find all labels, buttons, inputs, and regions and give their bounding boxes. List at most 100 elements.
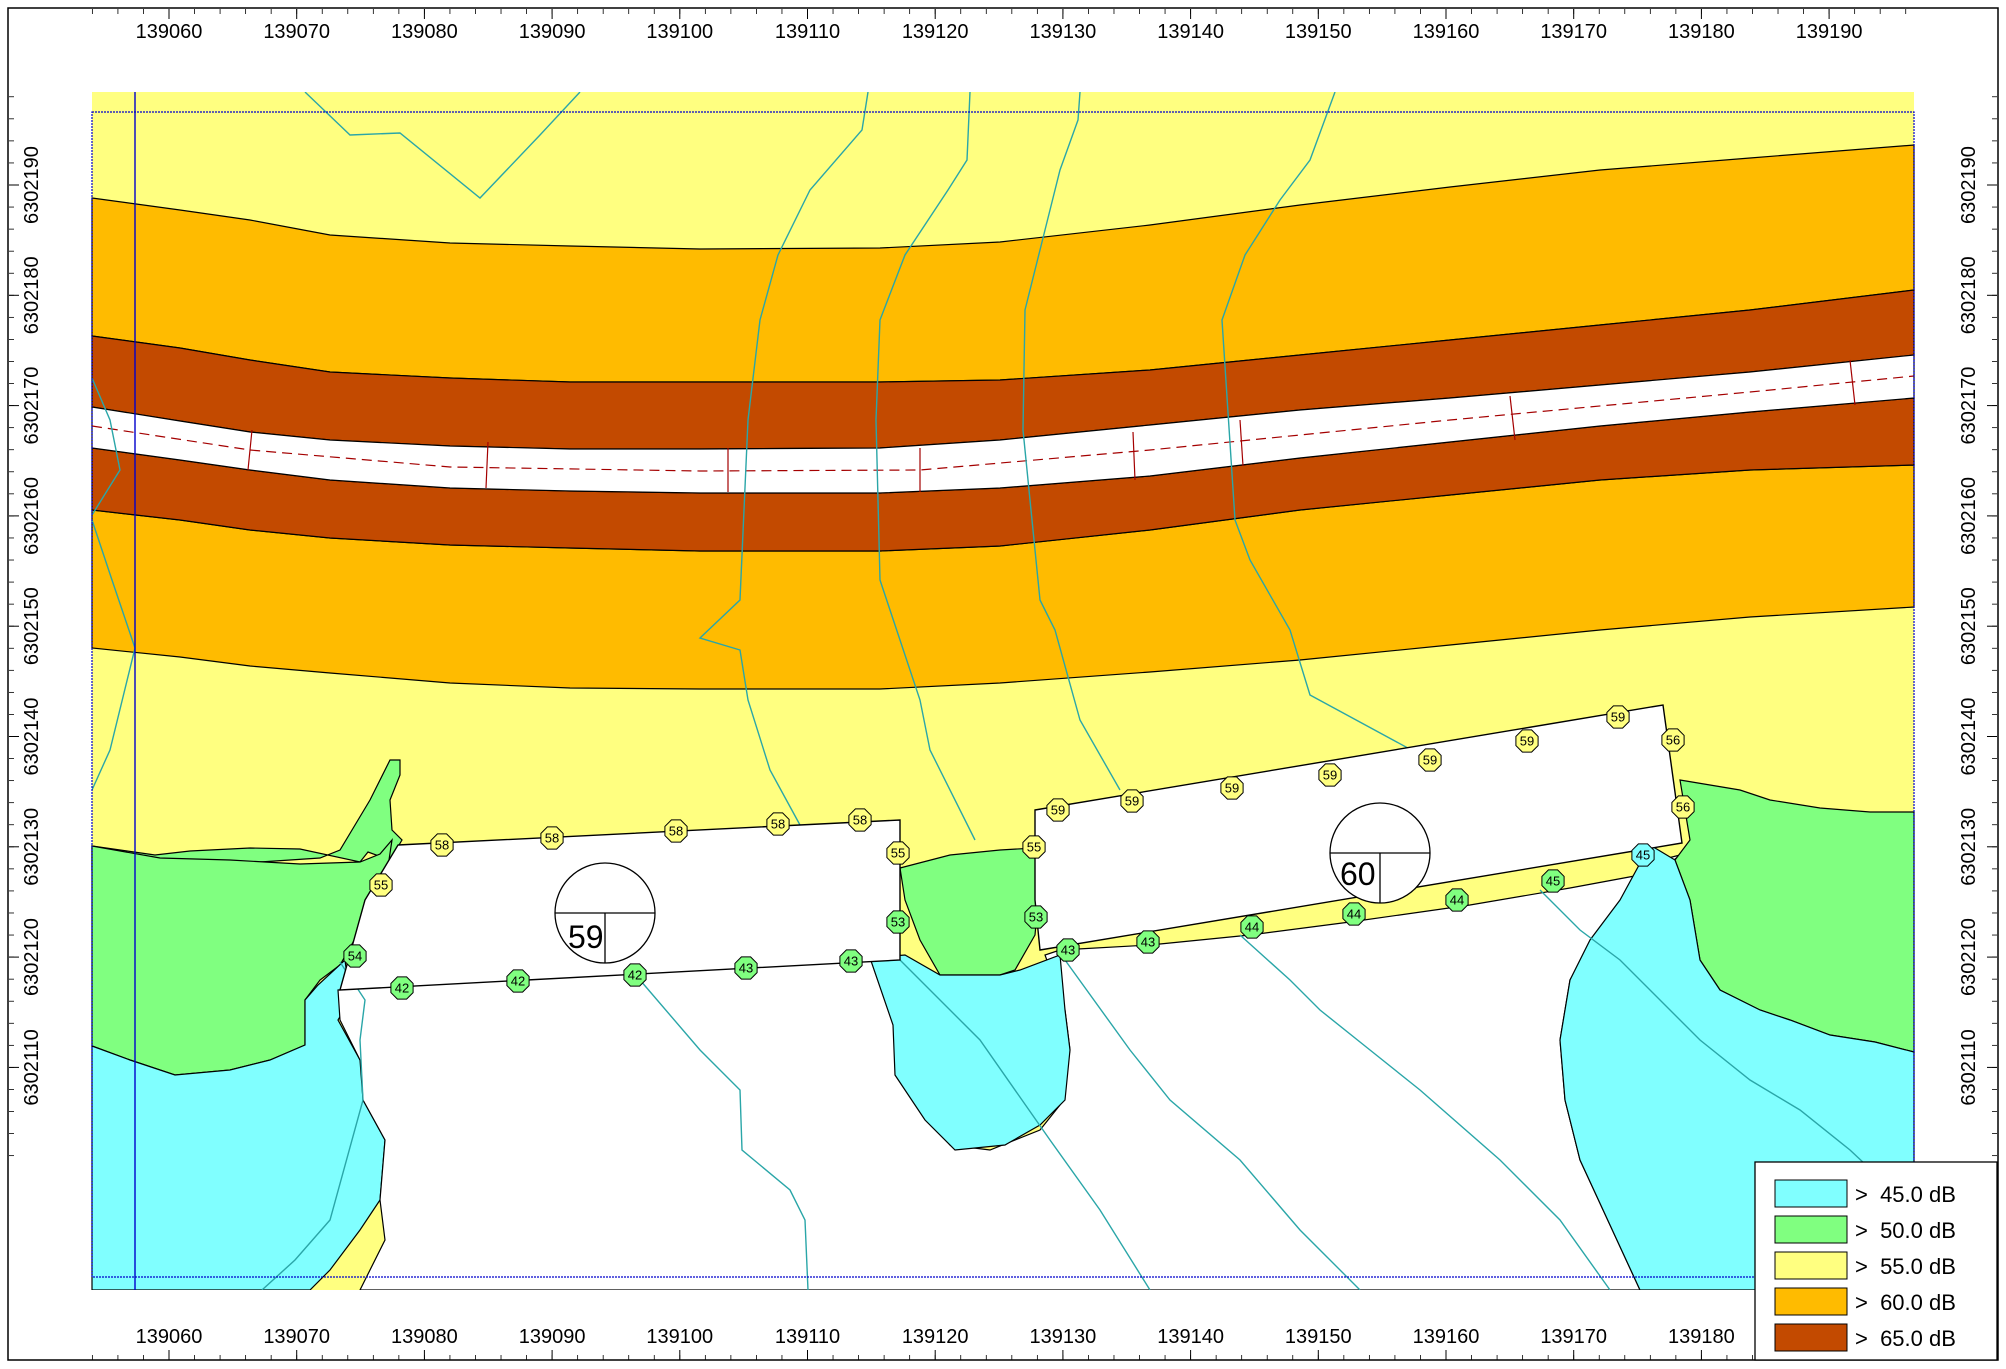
receiver-point: 58 (848, 808, 872, 832)
y-tick-label: 6302150 (21, 587, 43, 665)
receiver-point: 55 (1022, 835, 1046, 859)
receiver-marker (1515, 729, 1539, 753)
receiver-label: 58 (771, 817, 785, 832)
receiver-marker (766, 812, 790, 836)
receiver-point: 58 (430, 833, 454, 857)
receiver-point: 58 (664, 819, 688, 843)
receiver-point: 43 (1136, 930, 1160, 954)
receiver-point: 42 (390, 976, 414, 1000)
receiver-label: 59 (1051, 803, 1065, 818)
y-tick-label: 6302170 (1958, 367, 1980, 445)
receiver-point: 59 (1120, 789, 1144, 813)
receiver-label: 58 (545, 831, 559, 846)
receiver-point: 53 (886, 910, 910, 934)
receiver-label: 58 (435, 838, 449, 853)
x-tick-label: 139190 (1796, 21, 1863, 43)
receiver-label: 56 (1666, 733, 1680, 748)
receiver-label: 44 (1245, 920, 1259, 935)
receiver-point: 55 (369, 873, 393, 897)
legend-label: > 50.0 dB (1855, 1218, 1956, 1243)
receiver-label: 44 (1347, 907, 1361, 922)
x-tick-label: 139110 (775, 1326, 840, 1348)
y-tick-label: 6302190 (1958, 146, 1980, 224)
x-tick-label: 139140 (1157, 1326, 1224, 1348)
band-45-center (869, 954, 1071, 1151)
receiver-marker (1046, 798, 1070, 822)
receiver-marker (1318, 763, 1342, 787)
receiver-point: 59 (1418, 748, 1442, 772)
receiver-point: 59 (1318, 763, 1342, 787)
receiver-label: 59 (1125, 794, 1139, 809)
receiver-marker (1342, 902, 1366, 926)
x-tick-label: 139120 (902, 1326, 969, 1348)
x-tick-label: 139100 (646, 1326, 713, 1348)
receiver-point: 58 (766, 812, 790, 836)
legend-item: > 65.0 dB (1774, 1323, 1956, 1352)
y-tick-label: 6302180 (1958, 256, 1980, 334)
receiver-marker (1541, 869, 1565, 893)
receiver-marker (1120, 789, 1144, 813)
mask-bottom (9, 1290, 1997, 1359)
receiver-label: 43 (739, 961, 753, 976)
y-tick-label: 6302150 (1958, 587, 1980, 665)
receiver-label: 59 (1611, 710, 1625, 725)
receiver-label: 53 (891, 915, 905, 930)
receiver-marker (1445, 888, 1469, 912)
legend-swatch (1774, 1287, 1848, 1316)
receiver-label: 45 (1636, 848, 1650, 863)
x-axis-top: 139060 139070 139080 139090 139100 139110 1391… (91, 9, 1907, 43)
x-tick-label: 139120 (902, 21, 969, 43)
receiver-point: 53 (1024, 905, 1048, 929)
receiver-label: 55 (374, 878, 388, 893)
road-centerline (91, 375, 1915, 472)
receiver-label: 43 (1141, 935, 1155, 950)
x-axis-bottom: 139060 139070 139080 139090 139100 139110 1391… (91, 1326, 1907, 1360)
receiver-point: 54 (343, 944, 367, 968)
x-tick-label: 139150 (1285, 21, 1352, 43)
receiver-label: 43 (844, 954, 858, 969)
receiver-label: 58 (669, 824, 683, 839)
x-tick-label: 139170 (1540, 1326, 1607, 1348)
receiver-marker (540, 826, 564, 850)
receiver-point: 59 (1515, 729, 1539, 753)
legend-label: > 60.0 dB (1855, 1290, 1956, 1315)
y-tick-label: 6302120 (1958, 918, 1980, 996)
legend-swatch (1774, 1251, 1848, 1280)
receiver-marker (839, 949, 863, 973)
receiver-label: 55 (891, 846, 905, 861)
building-level-east: 60 (1329, 802, 1431, 904)
receiver-label: 42 (395, 981, 409, 996)
legend-swatch (1774, 1323, 1848, 1352)
y-tick-label: 6302140 (1958, 698, 1980, 776)
y-tick-label: 6302110 (21, 1029, 43, 1105)
receiver-point: 43 (734, 956, 758, 980)
receiver-marker (1024, 905, 1048, 929)
x-tick-label: 139080 (391, 1326, 458, 1348)
receiver-marker (734, 956, 758, 980)
receiver-label: 43 (1061, 943, 1075, 958)
legend-label: > 45.0 dB (1855, 1182, 1956, 1207)
legend-swatch (1774, 1215, 1848, 1244)
receiver-marker (1418, 748, 1442, 772)
x-tick-label: 139060 (136, 21, 203, 43)
legend: > 45.0 dB > 50.0 dB > 55.0 dB > 60.0 dB > 65… (1754, 1161, 1998, 1361)
receiver-label: 54 (348, 949, 362, 964)
receiver-point: 45 (1541, 869, 1565, 893)
x-tick-label: 139080 (391, 21, 458, 43)
receiver-marker (664, 819, 688, 843)
legend-swatch (1774, 1179, 1848, 1208)
calculation-area-border (91, 111, 1915, 1278)
x-tick-label: 139100 (646, 21, 713, 43)
x-tick-label: 139130 (1030, 1326, 1097, 1348)
x-tick-label: 139070 (263, 1326, 330, 1348)
receiver-point: 44 (1445, 888, 1469, 912)
receiver-point: 58 (540, 826, 564, 850)
y-tick-label: 6302130 (21, 808, 43, 886)
receiver-marker (886, 841, 910, 865)
receiver-marker (1240, 915, 1264, 939)
receiver-point: 59 (1046, 798, 1070, 822)
x-tick-label: 139140 (1157, 21, 1224, 43)
road-segment-ticks (247, 359, 1856, 492)
receiver-marker (1661, 728, 1685, 752)
